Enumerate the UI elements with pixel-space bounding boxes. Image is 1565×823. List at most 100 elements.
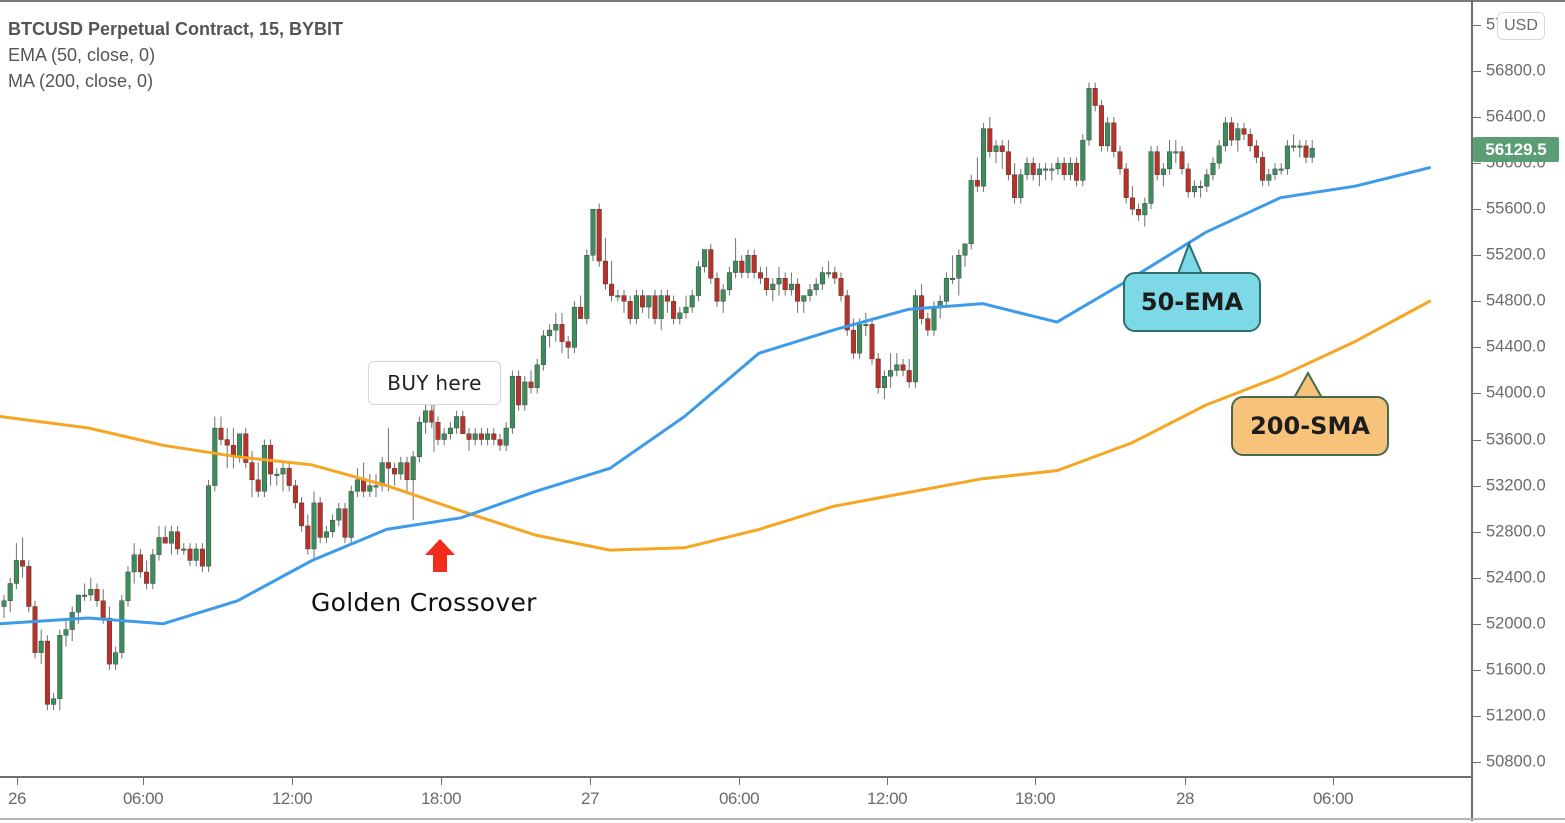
bearish-candle [175, 531, 181, 550]
price-axis[interactable] [1471, 0, 1565, 821]
bullish-candle [584, 255, 590, 319]
price-tick-label: 53200.0 [1486, 476, 1546, 495]
bullish-candle [540, 335, 546, 365]
bullish-candle [1235, 128, 1241, 141]
bullish-candle [485, 433, 491, 440]
bullish-candle [348, 491, 354, 538]
bullish-candle [261, 445, 267, 492]
time-tick-label: 06:00 [1312, 789, 1354, 808]
bearish-candle [404, 462, 410, 481]
bullish-candle [57, 635, 63, 699]
time-axis[interactable] [0, 776, 1471, 823]
time-tick [1333, 778, 1334, 785]
bullish-candle [1284, 145, 1290, 170]
bullish-candle [1278, 168, 1284, 171]
time-tick [887, 778, 888, 785]
bullish-candle [1086, 88, 1092, 141]
time-tick [441, 778, 442, 785]
price-tick [1473, 393, 1481, 395]
sma-callout-pointer [1292, 370, 1324, 399]
bullish-candle [683, 306, 689, 314]
bullish-candle [416, 422, 422, 458]
bullish-candle [857, 324, 863, 354]
golden-crossover-label: Golden Crossover [311, 588, 537, 617]
bullish-candle [1167, 151, 1173, 170]
bearish-candle [106, 617, 112, 665]
price-tick-label: 54000.0 [1486, 383, 1546, 402]
bearish-candle [578, 306, 584, 319]
bearish-candle [671, 301, 677, 319]
price-plot[interactable] [0, 0, 1471, 776]
ema-indicator-label[interactable]: EMA (50, close, 0) [8, 45, 156, 65]
price-tick [1473, 762, 1481, 763]
bearish-candle [1123, 168, 1129, 198]
buy-here-label: BUY here [368, 361, 501, 405]
bearish-candle [906, 370, 912, 383]
price-tick-label: 54400.0 [1486, 337, 1546, 356]
ma-indicator-label[interactable]: MA (200, close, 0) [8, 71, 154, 91]
bullish-candle [720, 289, 726, 302]
bullish-candle [888, 370, 894, 377]
time-tick [292, 778, 293, 785]
bullish-candle [981, 128, 987, 187]
bearish-candle [199, 548, 205, 567]
bullish-candle [534, 364, 540, 388]
bearish-candle [559, 324, 565, 342]
time-tick-label: 28 [1176, 789, 1194, 808]
bearish-candle [708, 249, 714, 279]
bearish-candle [1260, 157, 1266, 181]
bearish-candle [342, 508, 348, 538]
bearish-candle [26, 566, 32, 607]
bullish-candle [826, 272, 832, 275]
time-tick-label: 06:00 [122, 789, 164, 808]
bearish-candle [987, 128, 993, 152]
bullish-candle [968, 180, 974, 244]
bearish-candle [602, 260, 608, 285]
bullish-candle [51, 698, 57, 705]
price-tick [1473, 301, 1481, 303]
bearish-candle [795, 283, 801, 302]
bullish-candle [193, 548, 199, 561]
bullish-candle [801, 295, 807, 302]
bullish-candle [212, 427, 218, 486]
price-tick-label: 52000.0 [1486, 614, 1546, 633]
bearish-candle [714, 278, 720, 302]
bullish-candle [311, 502, 317, 550]
bearish-candle [385, 462, 391, 469]
bullish-candle [745, 255, 751, 273]
time-tick [1035, 778, 1036, 785]
bearish-candle [838, 278, 844, 296]
bullish-candle [423, 410, 429, 423]
bullish-candle [912, 295, 918, 383]
bullish-candle [931, 306, 937, 331]
time-tick-label: 12:00 [271, 789, 313, 808]
bottom-border [0, 818, 1565, 820]
bullish-candle [819, 272, 825, 285]
bullish-candle [1291, 145, 1297, 148]
bullish-candle [75, 594, 81, 613]
price-tick [1473, 163, 1481, 165]
bullish-candle [1105, 122, 1111, 147]
bullish-candle [726, 272, 732, 291]
price-tick-label: 51600.0 [1486, 660, 1546, 679]
symbol-title[interactable]: BTCUSD Perpetual Contract, 15, BYBIT [8, 19, 344, 39]
bearish-candle [1111, 122, 1117, 152]
price-tick [1473, 669, 1481, 671]
last-price-label: 56129.5 [1473, 137, 1559, 162]
bearish-candle [757, 272, 763, 279]
bearish-candle [1303, 145, 1309, 158]
bullish-candle [410, 456, 416, 481]
bullish-candle [962, 243, 968, 256]
price-tick-label: 56400.0 [1486, 107, 1546, 126]
bullish-candle [1216, 145, 1222, 164]
currency-badge[interactable]: USD [1497, 12, 1545, 40]
bearish-candle [224, 439, 230, 446]
time-tick-label: 27 [581, 789, 599, 808]
bullish-candle [1297, 145, 1303, 148]
bullish-candle [379, 462, 385, 486]
bearish-candle [292, 485, 298, 504]
bearish-candle [137, 554, 143, 573]
time-tick-label: 26 [8, 789, 26, 808]
bullish-candle [119, 600, 125, 653]
bearish-candle [162, 537, 168, 544]
